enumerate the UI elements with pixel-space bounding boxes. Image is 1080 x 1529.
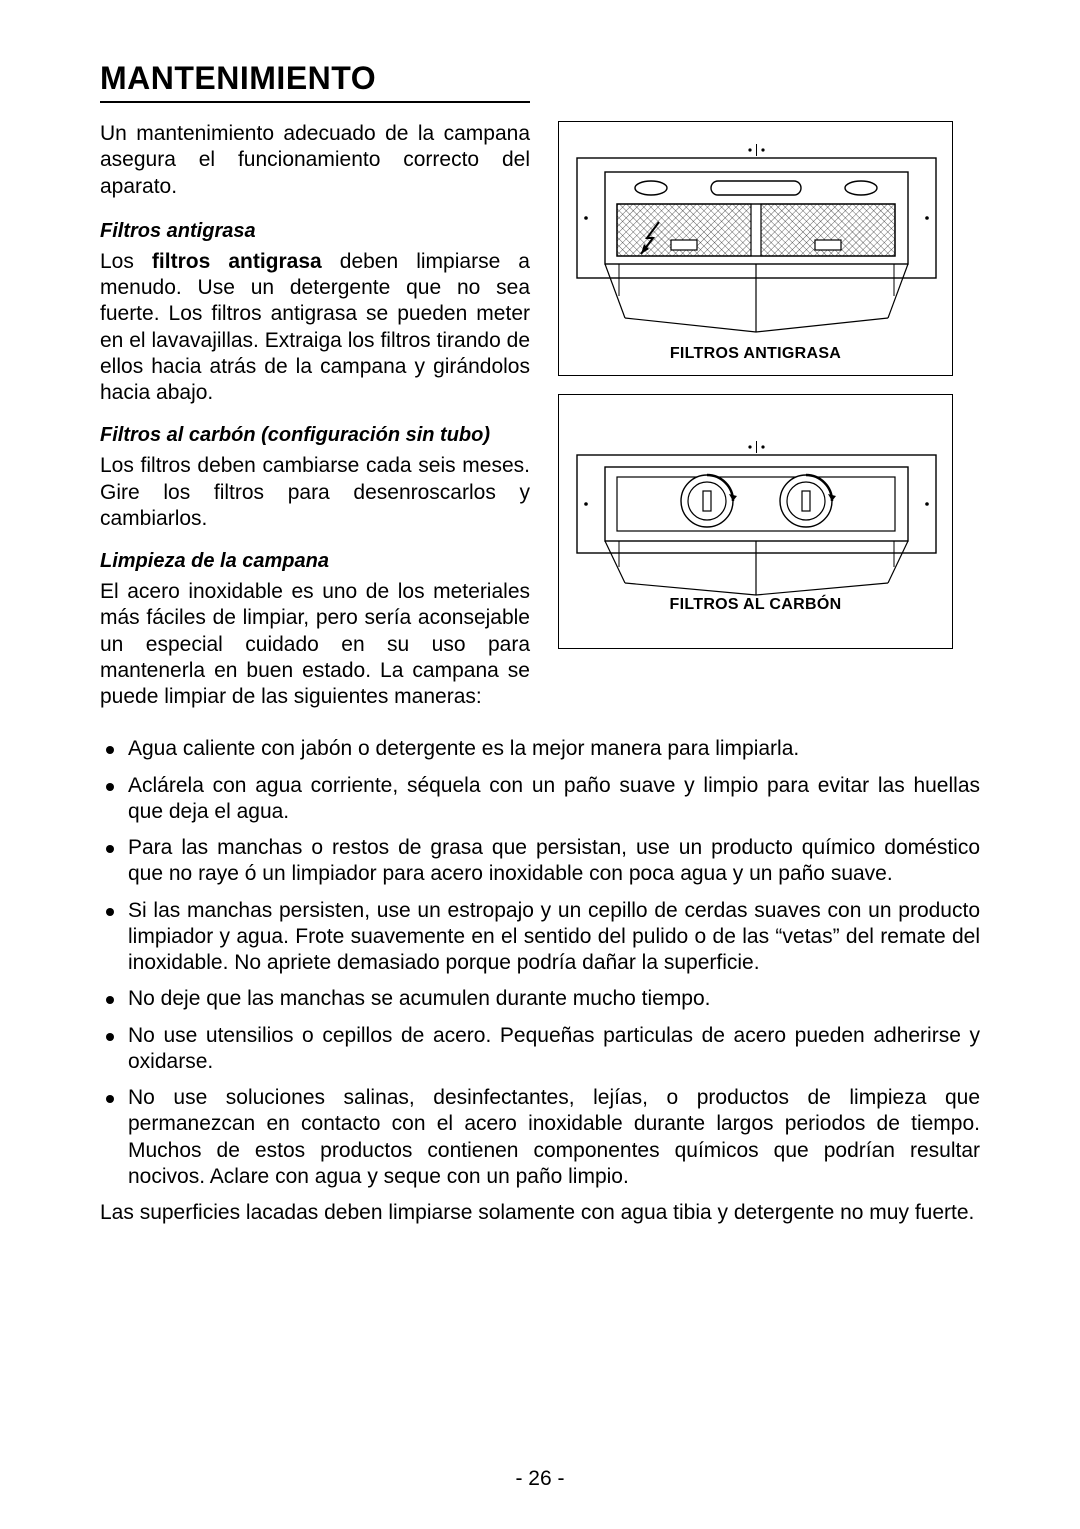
section-filtros-carbon: Filtros al carbón (configuración sin tub… [100, 424, 530, 532]
right-column: FILTROS ANTIGRASA [558, 121, 953, 728]
heading-limpieza: Limpieza de la campana [100, 550, 530, 573]
figure-filtros-carbon: FILTROS AL CARBÓN [558, 394, 953, 649]
list-item: No use utensilios o cepillos de acero. P… [100, 1023, 980, 1076]
body-limpieza: El acero inoxidable es uno de los meteri… [100, 579, 530, 710]
text-bold: filtros antigrasa [152, 250, 322, 273]
section-limpieza: Limpieza de la campana El acero inoxidab… [100, 550, 530, 710]
body-filtros-antigrasa: Los filtros antigrasa deben limpiarse a … [100, 249, 530, 407]
list-item: Para las manchas o restos de grasa que p… [100, 835, 980, 888]
page-title: MANTENIMIENTO [100, 60, 980, 97]
figure-filtros-antigrasa: FILTROS ANTIGRASA [558, 121, 953, 376]
title-underline [100, 101, 530, 103]
list-item: Agua caliente con jabón o detergente es … [100, 736, 980, 762]
list-item: No use soluciones salinas, desinfectante… [100, 1085, 980, 1190]
intro-paragraph: Un mantenimiento adecuado de la campana … [100, 121, 530, 200]
figure1-caption: FILTROS ANTIGRASA [559, 345, 952, 363]
text-pre: Los [100, 250, 152, 273]
left-column: Un mantenimiento adecuado de la campana … [100, 121, 530, 728]
main-row: Un mantenimiento adecuado de la campana … [100, 121, 980, 728]
list-item: No deje que las manchas se acumulen dura… [100, 986, 980, 1012]
figure2-caption: FILTROS AL CARBÓN [559, 596, 952, 614]
list-item: Aclárela con agua corriente, séquela con… [100, 773, 980, 826]
body-filtros-carbon: Los filtros deben cambiarse cada seis me… [100, 453, 530, 532]
cleaning-bullet-list: Agua caliente con jabón o detergente es … [100, 736, 980, 1190]
closing-paragraph: Las superficies lacadas deben limpiarse … [100, 1200, 980, 1226]
heading-filtros-carbon: Filtros al carbón (configuración sin tub… [100, 424, 530, 447]
page-number: - 26 - [0, 1467, 1080, 1491]
grease-filter-diagram-icon [559, 122, 954, 377]
heading-filtros-antigrasa: Filtros antigrasa [100, 220, 530, 243]
list-item: Si las manchas persisten, use un estropa… [100, 898, 980, 977]
section-filtros-antigrasa: Filtros antigrasa Los filtros antigrasa … [100, 220, 530, 407]
